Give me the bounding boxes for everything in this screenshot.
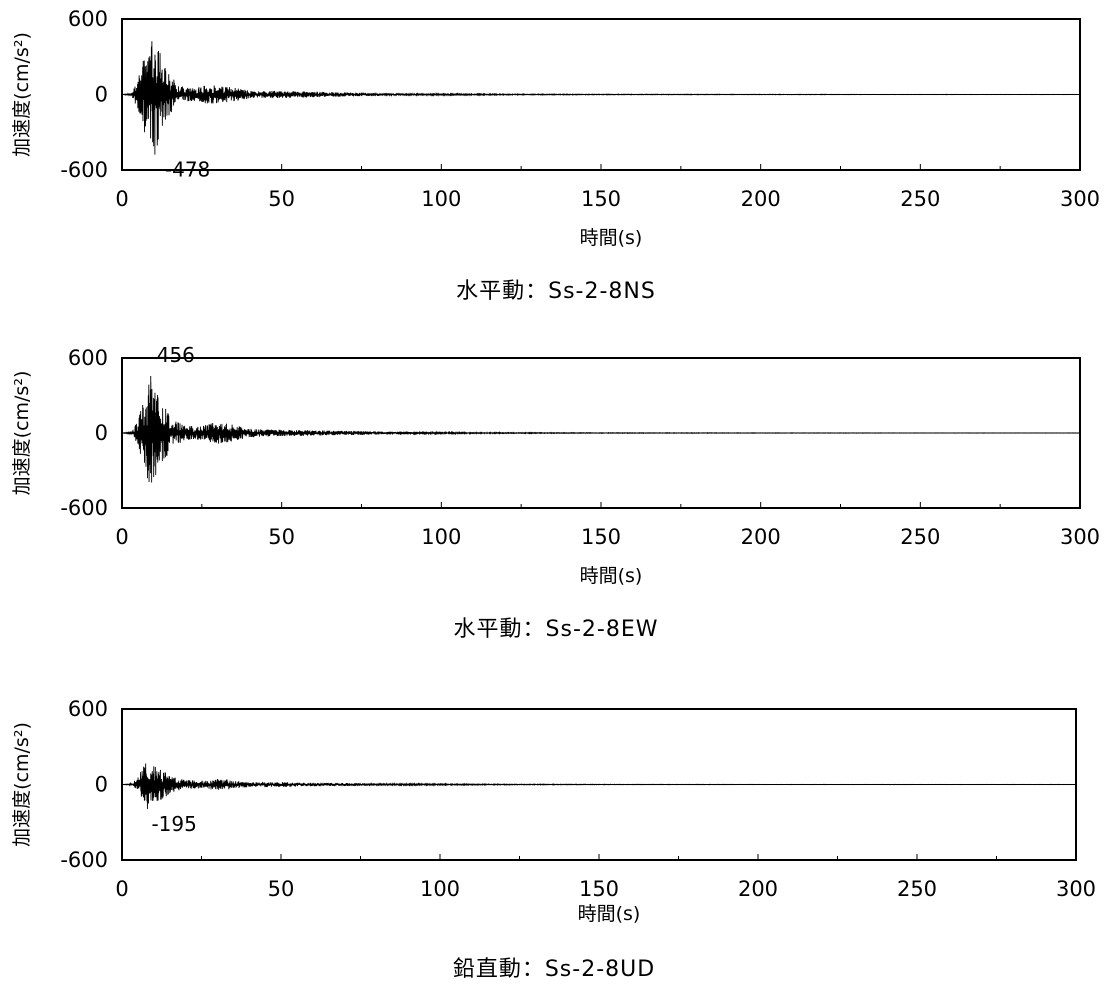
x-tick-label: 50 xyxy=(268,877,295,901)
y-tick-label: -600 xyxy=(60,158,108,182)
peak-value-label: -195 xyxy=(151,812,196,836)
peak-value-label: 456 xyxy=(157,343,195,367)
x-tick-label: 50 xyxy=(268,525,295,549)
y-tick-label: 600 xyxy=(68,697,108,721)
peak-value-label: -478 xyxy=(165,158,210,182)
y-tick-label: 600 xyxy=(68,346,108,370)
y-axis-title: 加速度(cm/s²) xyxy=(11,32,33,157)
x-tick-label: 150 xyxy=(581,187,621,211)
x-axis-title: 時間(s) xyxy=(580,227,643,249)
y-axis-title: 加速度(cm/s²) xyxy=(11,371,33,496)
x-tick-label: 300 xyxy=(1060,187,1100,211)
chart-panel-1: 0 50 100 150 200 250 300 600 0 -600 加速度(cm/s²) 時間(s… xyxy=(11,7,1100,304)
acceleration-trace xyxy=(121,763,1076,810)
x-tick-label: 250 xyxy=(897,877,937,901)
y-tick-label: 0 xyxy=(95,421,108,445)
panel-caption: 水平動：Ss-2-8NS xyxy=(456,279,656,304)
x-tick-label: 300 xyxy=(1056,877,1096,901)
x-tick-label: 0 xyxy=(115,877,128,901)
x-tick-label: 200 xyxy=(741,187,781,211)
y-tick-label: 600 xyxy=(68,7,108,31)
chart-panel-3: 0 50 100 150 200 250 300 600 0 -600 加速度(cm/s²) 時間(s… xyxy=(11,697,1096,982)
y-axis-title: 加速度(cm/s²) xyxy=(11,722,33,847)
x-tick-label: 100 xyxy=(421,525,461,549)
panel-caption: 鉛直動：Ss-2-8UD xyxy=(453,957,655,982)
x-tick-label: 250 xyxy=(900,187,940,211)
y-tick-label: 0 xyxy=(95,83,108,107)
y-tick-label: -600 xyxy=(60,848,108,872)
x-tick-label: 150 xyxy=(581,525,621,549)
chart-panel-2: 0 50 100 150 200 250 300 600 0 -600 加速度(cm/s²) 時間(s… xyxy=(11,343,1100,642)
x-axis-title: 時間(s) xyxy=(578,903,641,925)
x-tick-label: 100 xyxy=(421,187,461,211)
x-tick-label: 200 xyxy=(738,877,778,901)
x-tick-label: 0 xyxy=(115,187,128,211)
y-tick-label: -600 xyxy=(60,496,108,520)
x-tick-label: 300 xyxy=(1060,525,1100,549)
x-axis-title: 時間(s) xyxy=(580,565,643,587)
panel-caption: 水平動：Ss-2-8EW xyxy=(454,617,659,642)
y-tick-label: 0 xyxy=(95,773,108,797)
x-tick-label: 250 xyxy=(900,525,940,549)
acceleration-trace xyxy=(121,376,1080,483)
x-tick-label: 200 xyxy=(741,525,781,549)
x-tick-label: 0 xyxy=(115,525,128,549)
x-tick-label: 150 xyxy=(579,877,619,901)
acceleration-trace xyxy=(121,41,1081,155)
x-tick-label: 50 xyxy=(268,187,295,211)
x-tick-label: 100 xyxy=(420,877,460,901)
